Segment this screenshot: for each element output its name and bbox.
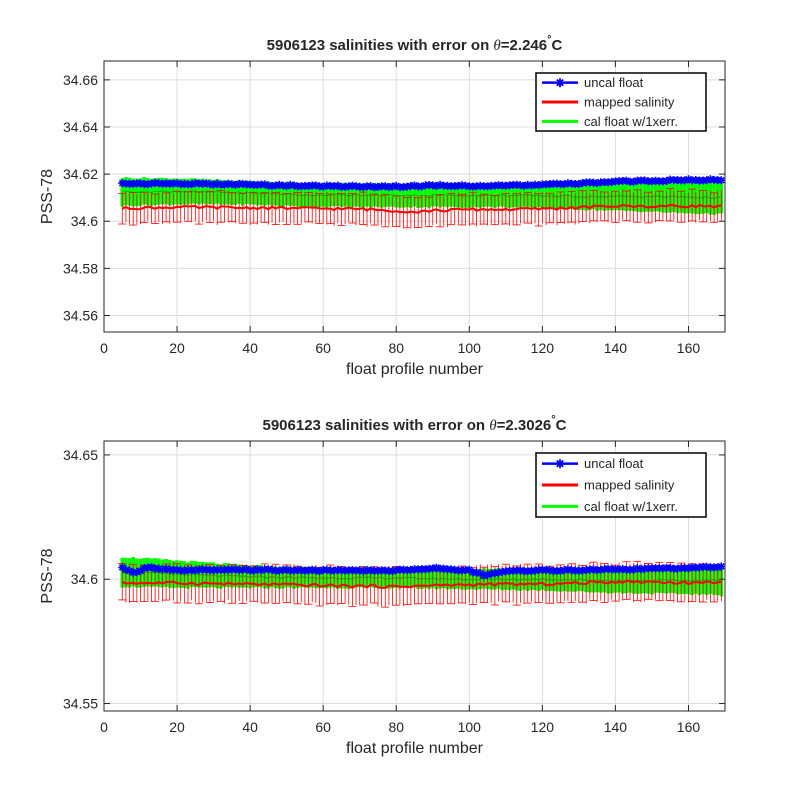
legend-label-2: mapped salinity — [584, 478, 675, 493]
x-tick-label: 80 — [388, 719, 404, 735]
x-axis-label: float profile number — [346, 361, 484, 378]
legend: uncal float mapped salinity cal float w/1x… — [535, 452, 707, 518]
x-tick-label: 80 — [388, 340, 404, 356]
title-theta: θ — [493, 38, 501, 54]
y-tick-label: 34.66 — [63, 72, 98, 88]
chart-title: 5906123 salinities with error on θ=2.302… — [262, 414, 566, 434]
x-tick-label: 0 — [100, 719, 108, 735]
y-axis-label: PSS-78 — [39, 548, 56, 603]
x-tick-label: 140 — [604, 719, 628, 735]
chart-1: 0 20 40 60 80 100 120 140 160 34.56 34.58 34.6 34.62… — [39, 34, 726, 378]
x-tick-label: 20 — [169, 340, 185, 356]
x-axis-label: float profile number — [346, 740, 484, 757]
title-unit: C — [556, 417, 567, 434]
x-tick-label: 120 — [531, 719, 555, 735]
y-axis-label: PSS-78 — [39, 169, 56, 224]
y-tick-label: 34.64 — [63, 119, 98, 135]
y-tick-label: 34.56 — [63, 308, 98, 324]
legend-label-3: cal float w/1xerr. — [584, 114, 678, 129]
mapped-line — [121, 203, 722, 214]
uncal-markers — [118, 562, 726, 580]
title-degree: ° — [547, 34, 551, 46]
axes-box — [103, 440, 726, 712]
title-prefix: 5906123 salinities with error on — [267, 37, 494, 54]
x-tick-label: 160 — [677, 340, 701, 356]
title-value: =2.3026 — [497, 417, 552, 434]
x-tick-label: 40 — [242, 340, 258, 356]
x-tick-label: 0 — [100, 340, 108, 356]
y-tick-label: 34.65 — [63, 447, 98, 463]
chart-title: 5906123 salinities with error on θ=2.246… — [267, 34, 563, 54]
x-tick-label: 60 — [315, 340, 331, 356]
title-value: =2.246 — [501, 37, 547, 54]
chart-2: 0 20 40 60 80 100 120 140 160 34.55 34.6 34.65 float… — [39, 414, 726, 757]
x-tick-label: 100 — [458, 719, 482, 735]
legend-label-3: cal float w/1xerr. — [584, 499, 678, 514]
axes-box — [103, 60, 726, 333]
legend-star-marker — [555, 78, 565, 88]
y-tick-label: 34.58 — [63, 260, 98, 276]
x-tick-label: 100 — [458, 340, 482, 356]
uncal-markers — [118, 175, 726, 192]
legend-star-marker — [555, 459, 565, 469]
title-unit: C — [552, 37, 563, 54]
y-tick-label: 34.6 — [71, 571, 98, 587]
y-tick-label: 34.55 — [63, 696, 98, 712]
mapped-line — [121, 579, 722, 589]
x-tick-label: 160 — [677, 719, 701, 735]
legend-label-1: uncal float — [584, 456, 644, 471]
series-mapped-salinity — [118, 188, 722, 229]
series-uncal-float — [118, 562, 726, 580]
x-tick-label: 20 — [169, 719, 185, 735]
legend-label-1: uncal float — [584, 75, 644, 90]
series-uncal-float — [118, 175, 726, 192]
x-tick-label: 120 — [531, 340, 555, 356]
legend: uncal float mapped salinity cal float w/1x… — [535, 72, 707, 132]
title-prefix: 5906123 salinities with error on — [262, 417, 489, 434]
title-theta: θ — [489, 418, 497, 434]
y-tick-label: 34.6 — [71, 213, 98, 229]
legend-label-2: mapped salinity — [584, 95, 675, 110]
x-tick-label: 40 — [242, 719, 258, 735]
title-degree: ° — [551, 414, 555, 426]
x-tick-label: 60 — [315, 719, 331, 735]
y-tick-label: 34.62 — [63, 166, 98, 182]
x-tick-label: 140 — [604, 340, 628, 356]
